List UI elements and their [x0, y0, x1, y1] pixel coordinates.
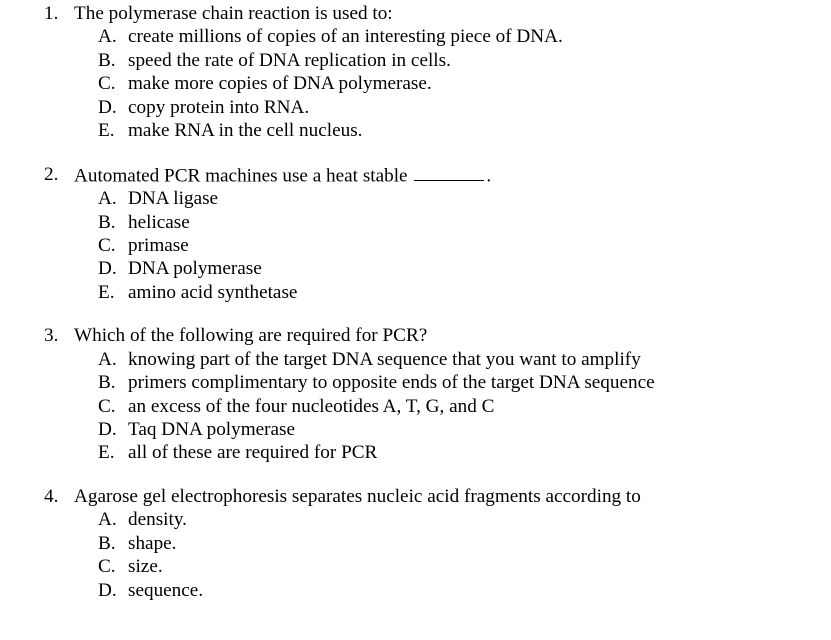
- option-list: A. density. B. shape. C. size. D. sequen…: [0, 508, 831, 602]
- option-text: speed the rate of DNA replication in cel…: [128, 49, 831, 72]
- option-c: C. primase: [0, 234, 831, 257]
- option-text: helicase: [128, 211, 831, 234]
- question-stem: Which of the following are required for …: [74, 324, 831, 347]
- question-2: 2. Automated PCR machines use a heat sta…: [0, 163, 831, 305]
- option-text: make RNA in the cell nucleus.: [128, 119, 831, 142]
- option-e: E. make RNA in the cell nucleus.: [0, 119, 831, 142]
- question-3: 3. Which of the following are required f…: [0, 324, 831, 465]
- option-text: all of these are required for PCR: [128, 441, 831, 464]
- question-number: 3.: [0, 324, 74, 347]
- option-letter: C.: [0, 234, 128, 257]
- option-a: A. create millions of copies of an inter…: [0, 25, 831, 48]
- option-a: A. density.: [0, 508, 831, 531]
- option-letter: B.: [0, 49, 128, 72]
- option-letter: C.: [0, 72, 128, 95]
- question-row: 3. Which of the following are required f…: [0, 324, 831, 347]
- option-b: B. shape.: [0, 532, 831, 555]
- option-text: copy protein into RNA.: [128, 96, 831, 119]
- option-b: B. primers complimentary to opposite end…: [0, 371, 831, 394]
- option-letter: B.: [0, 532, 128, 555]
- option-a: A. knowing part of the target DNA sequen…: [0, 348, 831, 371]
- question-1: 1. The polymerase chain reaction is used…: [0, 2, 831, 143]
- option-letter: D.: [0, 418, 128, 441]
- option-text: Taq DNA polymerase: [128, 418, 831, 441]
- option-e: E. amino acid synthetase: [0, 281, 831, 304]
- question-number: 2.: [0, 163, 74, 186]
- question-number: 1.: [0, 2, 74, 25]
- option-letter: C.: [0, 555, 128, 578]
- option-letter: B.: [0, 371, 128, 394]
- option-text: knowing part of the target DNA sequence …: [128, 348, 831, 371]
- option-list: A. knowing part of the target DNA sequen…: [0, 348, 831, 465]
- option-b: B. helicase: [0, 211, 831, 234]
- question-row: 1. The polymerase chain reaction is used…: [0, 2, 831, 25]
- option-text: DNA polymerase: [128, 257, 831, 280]
- option-list: A. create millions of copies of an inter…: [0, 25, 831, 142]
- question-stem: Automated PCR machines use a heat stable…: [74, 163, 831, 188]
- option-letter: D.: [0, 257, 128, 280]
- question-row: 2. Automated PCR machines use a heat sta…: [0, 163, 831, 188]
- option-letter: A.: [0, 25, 128, 48]
- option-c: C. make more copies of DNA polymerase.: [0, 72, 831, 95]
- option-d: D. copy protein into RNA.: [0, 96, 831, 119]
- option-b: B. speed the rate of DNA replication in …: [0, 49, 831, 72]
- option-letter: A.: [0, 508, 128, 531]
- option-letter: A.: [0, 348, 128, 371]
- question-number: 4.: [0, 485, 74, 508]
- question-4: 4. Agarose gel electrophoresis separates…: [0, 485, 831, 602]
- option-list: A. DNA ligase B. helicase C. primase D. …: [0, 187, 831, 304]
- option-text: primers complimentary to opposite ends o…: [128, 371, 831, 394]
- question-list: 1. The polymerase chain reaction is used…: [0, 2, 831, 602]
- option-letter: E.: [0, 281, 128, 304]
- question-stem: Agarose gel electrophoresis separates nu…: [74, 485, 831, 508]
- option-letter: C.: [0, 395, 128, 418]
- option-letter: D.: [0, 96, 128, 119]
- option-text: sequence.: [128, 579, 831, 602]
- option-letter: D.: [0, 579, 128, 602]
- option-letter: E.: [0, 119, 128, 142]
- option-e: E. all of these are required for PCR: [0, 441, 831, 464]
- option-letter: B.: [0, 211, 128, 234]
- stem-before-blank: Automated PCR machines use a heat stable: [74, 165, 412, 186]
- option-text: shape.: [128, 532, 831, 555]
- stem-after-blank: .: [486, 165, 491, 186]
- option-letter: A.: [0, 187, 128, 210]
- option-d: D. DNA polymerase: [0, 257, 831, 280]
- option-d: D. sequence.: [0, 579, 831, 602]
- quiz-page: 1. The polymerase chain reaction is used…: [0, 0, 831, 602]
- option-a: A. DNA ligase: [0, 187, 831, 210]
- option-c: C. size.: [0, 555, 831, 578]
- option-text: primase: [128, 234, 831, 257]
- option-text: DNA ligase: [128, 187, 831, 210]
- option-text: an excess of the four nucleotides A, T, …: [128, 395, 831, 418]
- question-stem: The polymerase chain reaction is used to…: [74, 2, 831, 25]
- option-text: density.: [128, 508, 831, 531]
- option-text: amino acid synthetase: [128, 281, 831, 304]
- option-text: make more copies of DNA polymerase.: [128, 72, 831, 95]
- option-text: size.: [128, 555, 831, 578]
- option-d: D. Taq DNA polymerase: [0, 418, 831, 441]
- option-c: C. an excess of the four nucleotides A, …: [0, 395, 831, 418]
- question-row: 4. Agarose gel electrophoresis separates…: [0, 485, 831, 508]
- fill-in-blank: [414, 163, 484, 181]
- option-letter: E.: [0, 441, 128, 464]
- option-text: create millions of copies of an interest…: [128, 25, 831, 48]
